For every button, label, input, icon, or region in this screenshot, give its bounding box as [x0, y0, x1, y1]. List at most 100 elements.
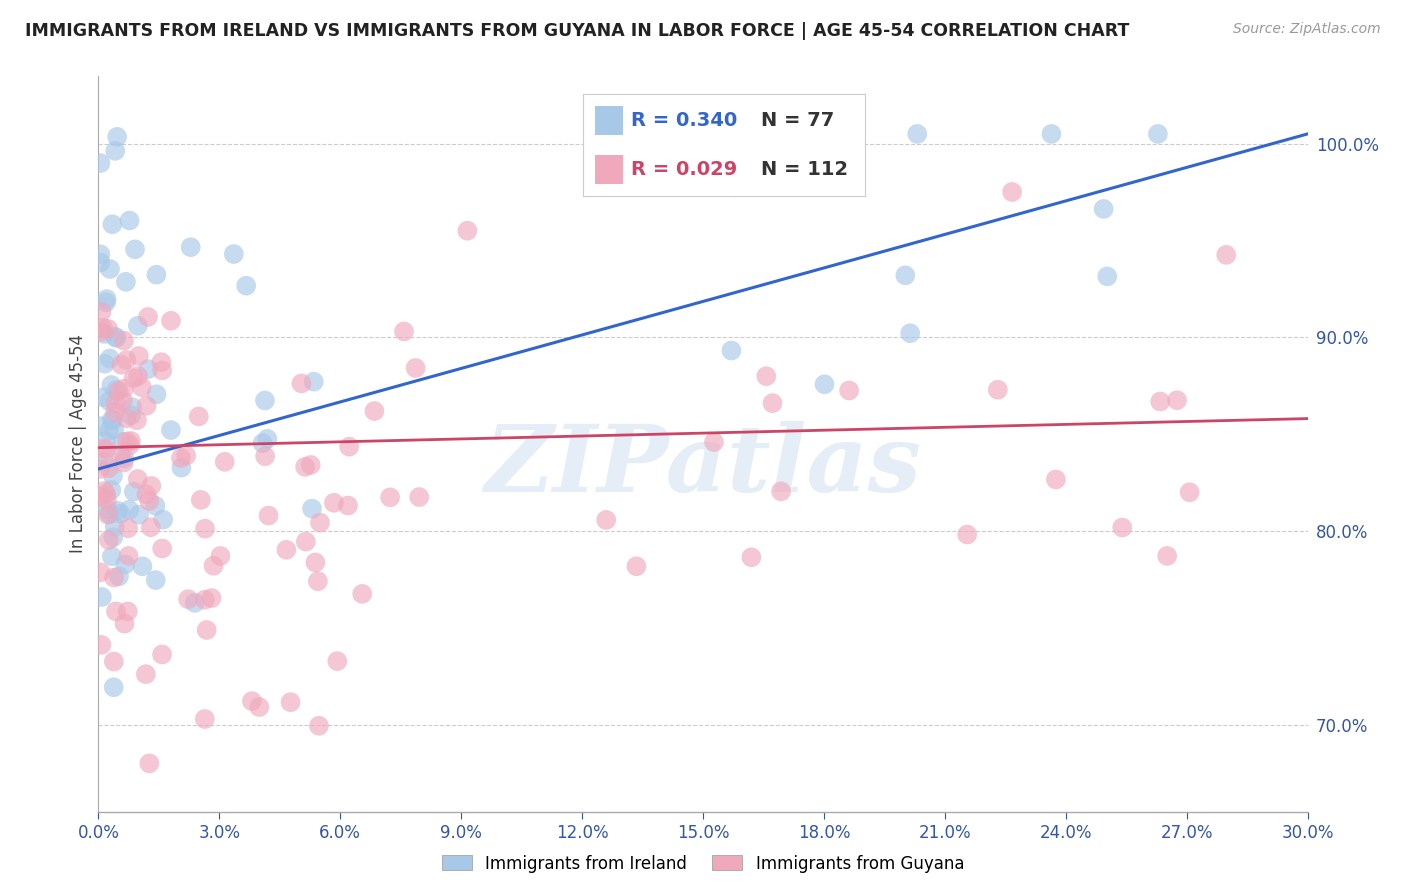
Point: [110, 449, 132, 463]
Point: [103, 422, 125, 436]
Point: [128, 349, 150, 363]
Point: [190, 492, 212, 507]
Point: [276, 542, 298, 557]
Point: [626, 559, 648, 574]
Point: [1147, 127, 1170, 141]
Point: [96, 292, 118, 306]
Point: [104, 144, 127, 158]
Point: [100, 483, 122, 497]
Point: [194, 522, 217, 536]
Point: [108, 569, 131, 583]
Point: [103, 570, 125, 584]
Point: [131, 380, 153, 394]
Point: [138, 494, 160, 508]
Point: [253, 393, 276, 408]
Point: [104, 405, 127, 419]
Point: [118, 213, 141, 227]
Point: [200, 591, 222, 605]
Point: [125, 413, 148, 427]
Point: [740, 550, 762, 565]
Point: [195, 623, 218, 637]
Point: [755, 369, 778, 384]
Point: [89, 156, 111, 170]
Y-axis label: In Labor Force | Age 45-54: In Labor Force | Age 45-54: [69, 334, 87, 553]
Point: [128, 508, 150, 522]
Point: [115, 353, 138, 368]
Point: [150, 648, 173, 662]
Point: [98, 262, 121, 277]
Point: [90, 325, 112, 339]
Point: [326, 654, 349, 668]
Point: [838, 384, 860, 398]
Point: [90, 638, 112, 652]
Point: [761, 396, 783, 410]
Point: [202, 558, 225, 573]
Text: N = 77: N = 77: [761, 111, 834, 130]
Point: [280, 695, 302, 709]
Point: [96, 493, 118, 508]
Point: [170, 450, 193, 465]
Point: [105, 383, 128, 397]
Point: [174, 449, 197, 463]
Point: [89, 490, 111, 504]
Point: [456, 224, 478, 238]
Point: [295, 534, 318, 549]
Point: [302, 375, 325, 389]
Point: [136, 310, 159, 324]
Point: [115, 411, 138, 425]
Point: [93, 326, 115, 341]
Point: [118, 438, 141, 452]
Point: [257, 508, 280, 523]
Point: [131, 559, 153, 574]
Point: [110, 507, 132, 521]
Point: [97, 322, 120, 336]
Point: [112, 456, 135, 470]
Point: [145, 573, 167, 587]
Point: [337, 440, 360, 454]
Point: [91, 442, 114, 456]
Point: [307, 574, 329, 589]
Point: [114, 616, 136, 631]
Point: [117, 549, 139, 563]
Point: [97, 533, 120, 547]
Point: [160, 423, 183, 437]
Point: [150, 541, 173, 556]
Point: [1166, 393, 1188, 408]
Point: [101, 217, 124, 231]
Point: [194, 712, 217, 726]
Point: [145, 387, 167, 401]
Point: [392, 325, 415, 339]
Point: [252, 436, 274, 450]
Point: [104, 396, 127, 410]
Point: [111, 434, 134, 449]
Point: [378, 491, 401, 505]
Point: [97, 461, 120, 475]
Point: [405, 361, 427, 376]
Point: [301, 501, 323, 516]
Point: [115, 434, 138, 449]
Point: [813, 377, 835, 392]
Point: [145, 268, 167, 282]
Point: [117, 604, 139, 618]
Point: [894, 268, 917, 283]
Point: [90, 590, 112, 604]
Legend: Immigrants from Ireland, Immigrants from Guyana: Immigrants from Ireland, Immigrants from…: [436, 848, 970, 880]
Point: [898, 326, 921, 341]
Point: [1178, 485, 1201, 500]
Point: [117, 521, 139, 535]
Point: [135, 667, 157, 681]
Point: [98, 351, 121, 366]
Point: [93, 454, 115, 468]
Point: [135, 487, 157, 501]
Text: ZIPatlas: ZIPatlas: [485, 421, 921, 511]
Point: [322, 496, 344, 510]
Point: [987, 383, 1010, 397]
Point: [96, 442, 118, 457]
Point: [107, 384, 129, 398]
Point: [112, 451, 135, 466]
Point: [105, 331, 128, 345]
Point: [104, 604, 127, 618]
Point: [145, 499, 167, 513]
Point: [101, 549, 124, 564]
Point: [124, 243, 146, 257]
